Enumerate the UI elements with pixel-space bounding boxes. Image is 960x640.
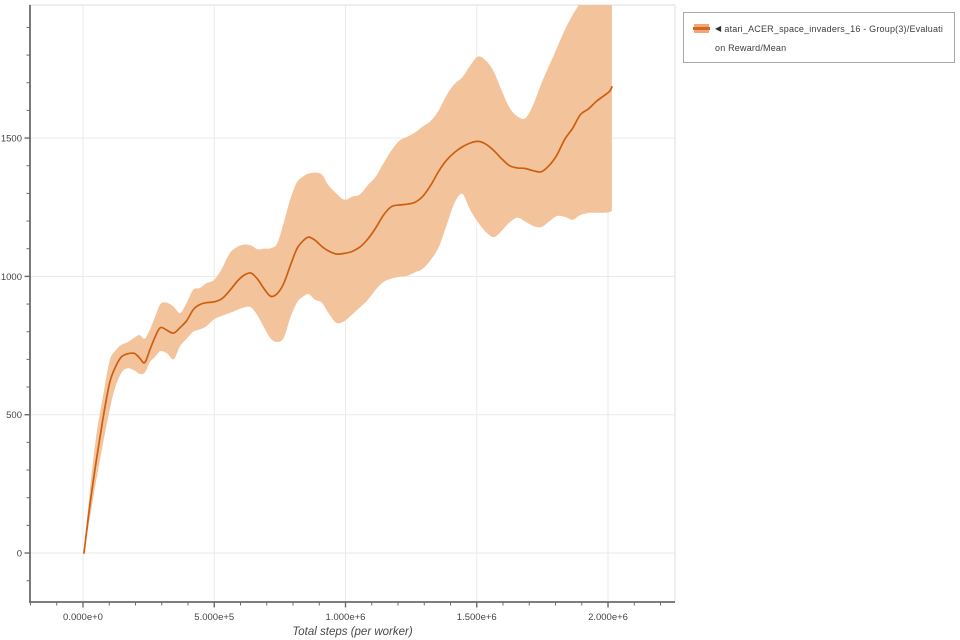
svg-text:0.000e+0: 0.000e+0 bbox=[63, 612, 103, 623]
svg-text:1000: 1000 bbox=[1, 272, 22, 283]
legend-swatch-icon bbox=[693, 24, 710, 33]
svg-text:5.000e+5: 5.000e+5 bbox=[194, 612, 234, 623]
legend-label-text: atari_ACER_space_invaders_16 - Group(3)/… bbox=[715, 24, 944, 53]
svg-text:0: 0 bbox=[17, 549, 22, 560]
plot-border bbox=[30, 4, 676, 602]
legend-label: ◀ atari_ACER_space_invaders_16 - Group(3)… bbox=[715, 20, 946, 57]
svg-text:1.000e+6: 1.000e+6 bbox=[326, 612, 366, 623]
svg-text:500: 500 bbox=[6, 410, 22, 421]
series-reward-mean bbox=[83, 5, 613, 554]
mean-line bbox=[83, 86, 613, 554]
y-tick-labels: 0 500 1000 1500 bbox=[1, 134, 22, 560]
svg-text:1500: 1500 bbox=[1, 134, 22, 145]
axes-spines bbox=[29, 5, 675, 603]
svg-text:1.500e+6: 1.500e+6 bbox=[457, 612, 497, 623]
legend: ◀ atari_ACER_space_invaders_16 - Group(3)… bbox=[683, 12, 955, 63]
legend-line-swatch bbox=[693, 27, 710, 30]
svg-text:2.000e+6: 2.000e+6 bbox=[588, 612, 628, 623]
x-axis-title: Total steps (per worker) bbox=[292, 626, 413, 638]
axis-ticks bbox=[24, 26, 662, 608]
legend-item[interactable]: ◀ atari_ACER_space_invaders_16 - Group(3)… bbox=[693, 20, 946, 57]
x-tick-labels: 0.000e+0 5.000e+5 1.000e+6 1.500e+6 2.000e+6 bbox=[63, 612, 628, 623]
collapse-triangle-icon[interactable]: ◀ bbox=[715, 24, 722, 33]
